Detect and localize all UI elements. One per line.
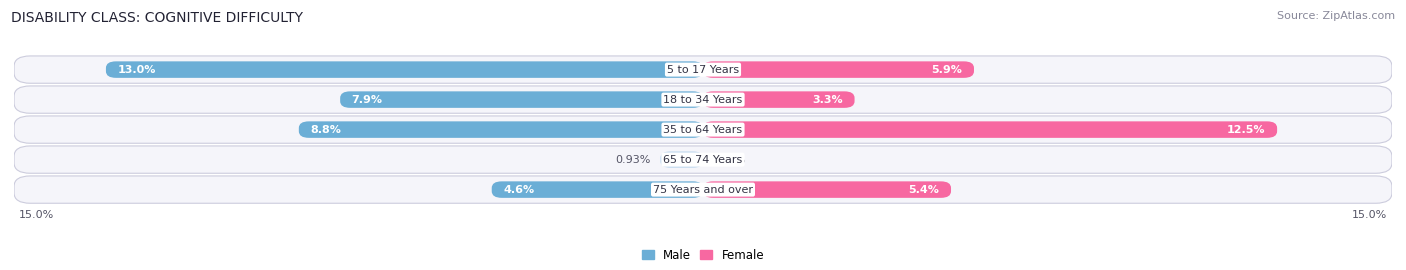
FancyBboxPatch shape: [661, 151, 703, 168]
FancyBboxPatch shape: [340, 91, 703, 108]
FancyBboxPatch shape: [492, 181, 703, 198]
Text: 5.9%: 5.9%: [932, 65, 963, 75]
Text: 4.6%: 4.6%: [503, 185, 534, 195]
Text: 0.93%: 0.93%: [616, 155, 651, 165]
FancyBboxPatch shape: [703, 61, 974, 78]
FancyBboxPatch shape: [703, 181, 950, 198]
FancyBboxPatch shape: [14, 176, 1392, 203]
Text: Source: ZipAtlas.com: Source: ZipAtlas.com: [1277, 11, 1395, 21]
Text: 15.0%: 15.0%: [18, 210, 53, 220]
Text: 15.0%: 15.0%: [1353, 210, 1388, 220]
Text: 65 to 74 Years: 65 to 74 Years: [664, 155, 742, 165]
FancyBboxPatch shape: [14, 146, 1392, 173]
Text: 18 to 34 Years: 18 to 34 Years: [664, 94, 742, 104]
FancyBboxPatch shape: [299, 121, 703, 138]
Text: 13.0%: 13.0%: [117, 65, 156, 75]
Text: 0.0%: 0.0%: [717, 155, 745, 165]
Text: 8.8%: 8.8%: [311, 124, 342, 135]
Text: 5.4%: 5.4%: [908, 185, 939, 195]
FancyBboxPatch shape: [703, 121, 1277, 138]
Legend: Male, Female: Male, Female: [637, 244, 769, 266]
FancyBboxPatch shape: [14, 86, 1392, 113]
Text: 35 to 64 Years: 35 to 64 Years: [664, 124, 742, 135]
Text: 75 Years and over: 75 Years and over: [652, 185, 754, 195]
Text: DISABILITY CLASS: COGNITIVE DIFFICULTY: DISABILITY CLASS: COGNITIVE DIFFICULTY: [11, 11, 304, 25]
Text: 7.9%: 7.9%: [352, 94, 382, 104]
FancyBboxPatch shape: [105, 61, 703, 78]
FancyBboxPatch shape: [703, 91, 855, 108]
FancyBboxPatch shape: [14, 116, 1392, 143]
Text: 5 to 17 Years: 5 to 17 Years: [666, 65, 740, 75]
FancyBboxPatch shape: [14, 56, 1392, 83]
Text: 3.3%: 3.3%: [813, 94, 844, 104]
Text: 12.5%: 12.5%: [1227, 124, 1265, 135]
